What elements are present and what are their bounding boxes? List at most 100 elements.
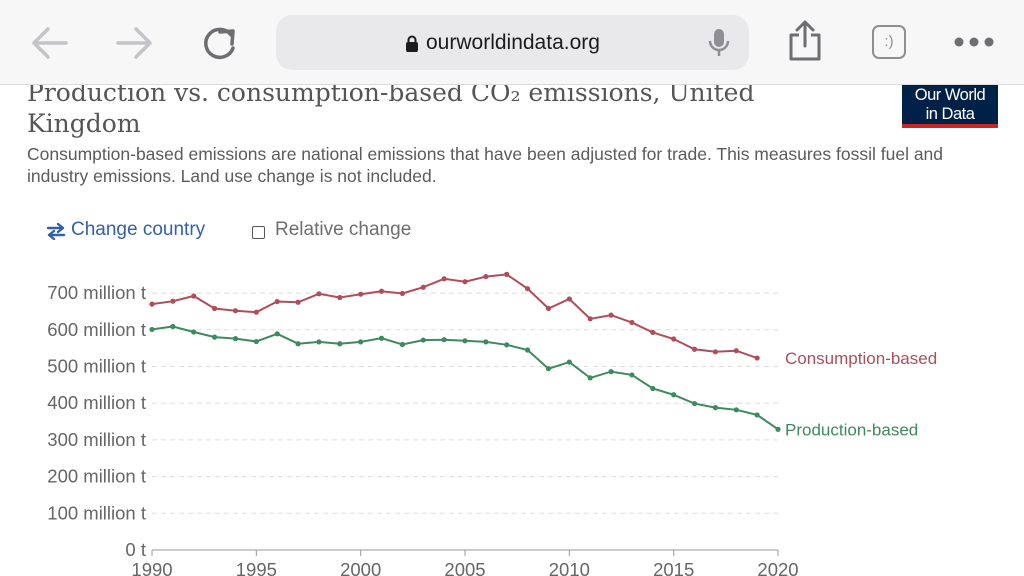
data-point-production-based	[504, 342, 510, 348]
logo-line-2: in Data	[925, 105, 975, 123]
chart-title: Production vs. consumption-based CO₂ emi…	[27, 85, 755, 138]
change-country-label: Change country	[71, 219, 206, 240]
data-point-consumption-based	[504, 271, 510, 277]
data-point-production-based	[149, 326, 155, 333]
reader-mode-button[interactable]: :)	[872, 25, 906, 59]
url-text: ourworldindata.org	[426, 31, 600, 54]
data-point-production-based	[712, 405, 719, 411]
forward-button[interactable]	[112, 22, 156, 66]
data-point-production-based	[691, 400, 698, 407]
data-point-consumption-based	[212, 305, 218, 312]
series-label-consumption-based: Consumption-based	[785, 349, 937, 368]
address-bar[interactable]: ourworldindata.org	[276, 15, 749, 70]
data-point-consumption-based	[149, 301, 155, 307]
data-point-consumption-based	[671, 336, 677, 342]
data-point-consumption-based	[712, 349, 719, 355]
data-point-production-based	[462, 338, 468, 344]
y-tick-label: 100 million t	[47, 502, 146, 523]
line-chart: 0 t 100 million t 200 million t 300 million…	[47, 271, 937, 576]
relative-change-checkbox[interactable]	[252, 226, 265, 239]
y-tick-label: 500 million t	[47, 356, 146, 377]
data-point-production-based	[629, 372, 635, 378]
data-point-production-based	[587, 375, 593, 381]
y-tick-label: 300 million t	[47, 429, 146, 450]
data-point-production-based	[170, 323, 176, 330]
data-point-consumption-based	[545, 305, 552, 312]
x-tick-label: 2020	[757, 559, 798, 576]
data-point-production-based	[733, 407, 739, 413]
data-point-consumption-based	[754, 355, 760, 361]
data-point-consumption-based	[295, 299, 301, 305]
share-icon[interactable]	[786, 20, 824, 62]
data-point-production-based	[316, 339, 322, 345]
data-point-production-based	[232, 336, 239, 342]
x-tick-label: 2015	[653, 559, 694, 576]
x-tick-label: 2005	[444, 559, 485, 576]
data-point-production-based	[545, 366, 552, 372]
data-point-production-based	[399, 341, 405, 348]
x-tick-label: 1995	[236, 559, 277, 576]
data-point-consumption-based	[483, 273, 489, 280]
data-point-consumption-based	[733, 348, 739, 354]
reload-button[interactable]	[198, 22, 242, 66]
grid-layer	[152, 292, 778, 514]
data-point-consumption-based	[358, 291, 364, 297]
data-point-production-based	[483, 339, 489, 345]
data-point-consumption-based	[525, 286, 531, 292]
chart-subtitle: Consumption-based emissions are national…	[27, 144, 944, 186]
data-point-consumption-based	[232, 308, 239, 314]
relative-change-label: Relative change	[275, 219, 412, 240]
y-tick-label: 0 t	[125, 539, 146, 560]
swap-arrows-icon	[46, 223, 66, 240]
data-point-production-based	[608, 369, 614, 375]
data-point-production-based	[337, 341, 343, 347]
data-point-consumption-based	[274, 298, 280, 305]
data-point-consumption-based	[629, 319, 635, 326]
data-point-consumption-based	[253, 309, 259, 315]
owid-logo[interactable]: Our World in Data	[902, 85, 998, 128]
data-point-consumption-based	[691, 346, 698, 352]
data-point-consumption-based	[337, 294, 343, 301]
data-point-consumption-based	[566, 296, 572, 302]
data-point-consumption-based	[441, 276, 447, 282]
x-tick-label: 1990	[131, 559, 172, 576]
data-point-production-based	[253, 338, 259, 345]
data-point-production-based	[420, 337, 426, 343]
data-point-consumption-based	[608, 312, 614, 318]
axis-layer: 0 t 100 million t 200 million t 300 million…	[47, 282, 798, 576]
data-point-production-based	[441, 337, 447, 343]
y-tick-label: 700 million t	[47, 282, 146, 303]
x-tick-label: 2010	[549, 559, 590, 576]
series-label-production-based: Production-based	[785, 420, 918, 439]
data-point-consumption-based	[420, 284, 426, 290]
logo-line-1: Our World	[914, 86, 986, 104]
data-point-consumption-based	[316, 291, 322, 297]
page-content: Production vs. consumption-based CO₂ emi…	[0, 85, 1024, 576]
arrow-right-icon	[116, 27, 152, 59]
data-point-production-based	[212, 334, 218, 340]
data-point-consumption-based	[399, 290, 405, 297]
data-point-production-based	[566, 359, 572, 365]
data-point-consumption-based	[462, 279, 468, 285]
data-point-production-based	[358, 339, 364, 345]
series-line-consumption-based	[151, 273, 758, 360]
microphone-icon[interactable]	[708, 27, 730, 59]
data-point-production-based	[274, 331, 280, 337]
more-options-icon[interactable]	[953, 35, 997, 49]
data-point-production-based	[650, 385, 656, 392]
data-point-production-based	[191, 329, 197, 335]
back-button[interactable]	[28, 22, 72, 66]
browser-toolbar: ourworldindata.org :)	[0, 0, 1024, 85]
data-point-production-based	[525, 347, 531, 353]
x-tick-label: 2000	[340, 559, 381, 576]
data-point-production-based	[754, 412, 760, 418]
arrow-left-icon	[32, 27, 68, 59]
y-tick-label: 200 million t	[47, 466, 146, 487]
data-point-consumption-based	[378, 288, 385, 294]
lock-icon	[406, 35, 418, 52]
data-point-production-based	[671, 392, 677, 398]
data-point-consumption-based	[170, 298, 176, 304]
series-layer: Consumption-based Production-based	[149, 271, 937, 439]
y-tick-label: 600 million t	[47, 319, 146, 340]
data-point-consumption-based	[191, 293, 197, 299]
